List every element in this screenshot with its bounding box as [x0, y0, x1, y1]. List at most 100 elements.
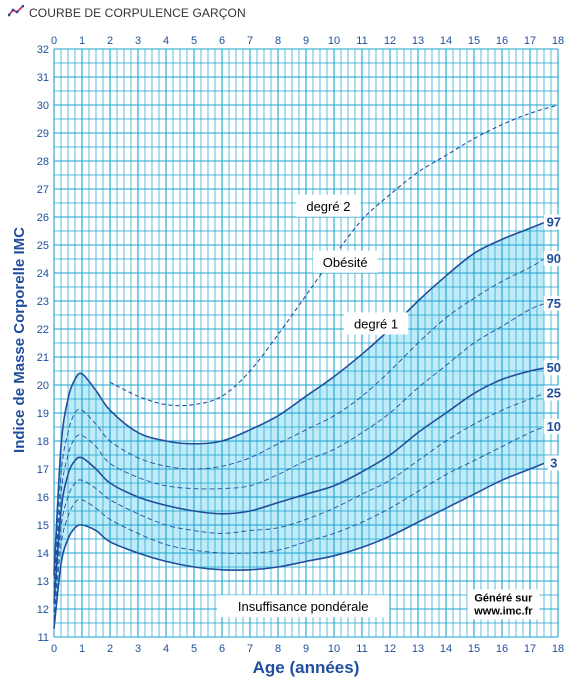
percentile-label: 10: [547, 419, 561, 434]
percentile-label: 25: [547, 385, 561, 400]
y-tick-label: 32: [37, 44, 49, 56]
percentile-label: 97: [547, 215, 561, 230]
x-tick-label-bottom: 2: [107, 643, 113, 655]
percentile-label: 75: [547, 296, 561, 311]
x-tick-label-top: 0: [51, 35, 57, 47]
x-tick-label-bottom: 0: [51, 643, 57, 655]
credit-line: Généré sur: [474, 592, 533, 604]
y-tick-label: 15: [37, 520, 49, 532]
x-tick-label-bottom: 12: [384, 643, 396, 655]
x-tick-label-bottom: 4: [163, 643, 169, 655]
x-tick-label-top: 9: [303, 35, 309, 47]
x-tick-label-top: 17: [524, 35, 536, 47]
x-tick-label-bottom: 13: [412, 643, 424, 655]
chart-header: COURBE DE CORPULENCE GARÇON: [7, 4, 246, 22]
x-tick-label-bottom: 9: [303, 643, 309, 655]
x-tick-label-top: 7: [247, 35, 253, 47]
y-tick-label: 13: [37, 576, 49, 588]
x-tick-label-top: 1: [79, 35, 85, 47]
y-tick-label: 23: [37, 296, 49, 308]
x-axis-label: Age (années): [253, 658, 360, 677]
series-line-p10: [53, 426, 545, 621]
annotation-label: degré 2: [306, 199, 350, 214]
x-tick-label-bottom: 5: [191, 643, 197, 655]
annotations: degré 2 Obésité degré 1 Insuffisance pondér…: [217, 194, 540, 620]
series-group: [53, 104, 559, 629]
y-tick-label: 14: [37, 548, 49, 560]
y-tick-label: 24: [37, 268, 49, 280]
percentile-label-bg: [543, 360, 564, 376]
annotation-box: [343, 312, 409, 335]
y-tick-label: 20: [37, 380, 49, 392]
annotation-label: Insuffisance pondérale: [238, 599, 369, 614]
percentile-label: 3: [550, 455, 557, 470]
credit-line: www.imc.fr: [473, 605, 533, 617]
y-tick-label: 28: [37, 156, 49, 168]
percentile-label: 90: [547, 251, 561, 266]
annotation-box: [296, 194, 361, 217]
y-tick-label: 17: [37, 464, 49, 476]
x-tick-label-top: 16: [496, 35, 508, 47]
x-tick-label-top: 5: [191, 35, 197, 47]
y-tick-label: 18: [37, 436, 49, 448]
x-tick-label-top: 18: [552, 35, 564, 47]
percentile-label-bg: [543, 385, 564, 401]
x-tick-label-bottom: 15: [468, 643, 480, 655]
y-tick-label: 22: [37, 324, 49, 336]
percentile-label-bg: [543, 419, 564, 434]
x-tick-label-top: 15: [468, 35, 480, 47]
x-tick-label-bottom: 18: [552, 643, 564, 655]
y-axis-label: Indice de Masse Corporelle IMC: [11, 227, 28, 453]
percentile-label-bg: [547, 455, 560, 471]
y-tick-label: 12: [37, 604, 49, 616]
chart-title: COURBE DE CORPULENCE GARÇON: [29, 6, 246, 20]
percentile-label-bg: [543, 295, 564, 311]
series-line-obesity-threshold: [109, 104, 559, 407]
x-tick-label-bottom: 10: [328, 643, 340, 655]
y-tick-label: 31: [37, 72, 49, 84]
percentile-label-bg: [543, 214, 564, 230]
annotation-box: [217, 595, 390, 618]
series-line-p3: [53, 462, 545, 629]
y-tick-label: 21: [37, 352, 49, 364]
annotation-label: Obésité: [323, 255, 368, 270]
x-tick-label-bottom: 8: [275, 643, 281, 655]
y-tick-label: 11: [38, 632, 49, 644]
annotation-box: [313, 250, 378, 273]
chart-grid: [53, 48, 559, 638]
x-tick-label-top: 8: [275, 35, 281, 47]
y-tick-label: 16: [37, 492, 49, 504]
series-line-p97: [53, 221, 545, 576]
percentile-label: 50: [547, 360, 561, 375]
chart-line-icon: [7, 4, 25, 22]
x-tick-label-top: 12: [384, 35, 396, 47]
x-tick-label-top: 6: [219, 35, 225, 47]
x-tick-label-top: 14: [440, 35, 452, 47]
series-line-p25: [53, 392, 545, 612]
percentile-label-bg: [543, 251, 564, 266]
x-tick-label-bottom: 1: [79, 643, 85, 655]
x-tick-label-top: 11: [356, 35, 367, 47]
x-tick-label-bottom: 14: [440, 643, 452, 655]
x-tick-label-bottom: 6: [219, 643, 225, 655]
series-line-p50: [53, 367, 545, 604]
x-tick-label-top: 2: [107, 35, 113, 47]
x-tick-label-bottom: 3: [135, 643, 141, 655]
credit-box: [467, 589, 540, 620]
y-tick-label: 30: [37, 100, 49, 112]
y-tick-label: 29: [37, 128, 49, 140]
percentile-labels: 3 10 25 50 75 90 97: [543, 214, 564, 471]
y-tick-label: 27: [37, 184, 49, 196]
series-line-p75: [53, 303, 545, 596]
x-tick-label-bottom: 17: [524, 643, 536, 655]
x-tick-label-bottom: 7: [247, 643, 253, 655]
annotation-label: degré 1: [354, 316, 398, 331]
y-tick-label: 26: [37, 212, 49, 224]
series-line-p90: [53, 258, 545, 587]
tick-labels: 0011223344556677889910101111121213131414…: [37, 35, 564, 655]
x-tick-label-top: 4: [163, 35, 169, 47]
x-tick-label-top: 3: [135, 35, 141, 47]
y-tick-label: 25: [37, 240, 49, 252]
x-tick-label-bottom: 16: [496, 643, 508, 655]
